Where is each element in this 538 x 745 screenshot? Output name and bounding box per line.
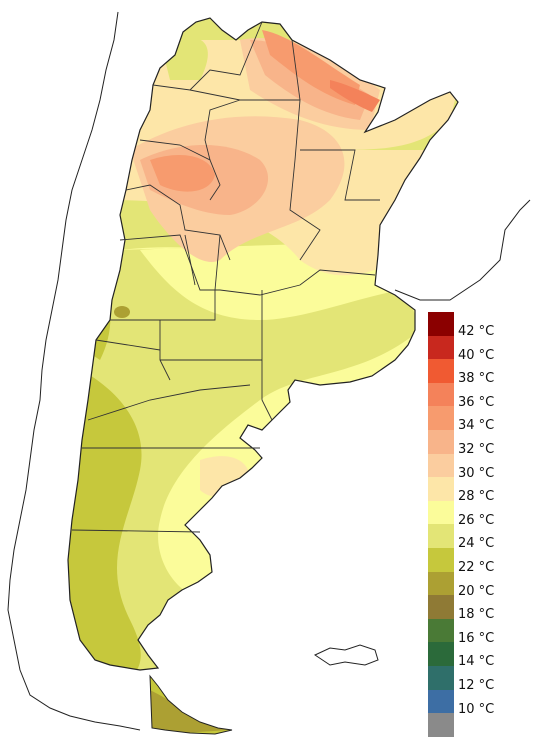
legend-label: 12 °C [458, 677, 495, 693]
legend-swatch [428, 571, 454, 596]
legend-label: 22 °C [458, 559, 495, 575]
legend-row: 38 °C [428, 359, 533, 386]
legend-swatch [428, 618, 454, 643]
legend-row: 20 °C [428, 571, 533, 599]
legend-row: 16 °C [428, 618, 533, 646]
legend-swatch [428, 429, 454, 454]
legend-label: 24 °C [458, 536, 495, 552]
legend-row: 36 °C [428, 382, 533, 410]
tierra-del-fuego [150, 676, 232, 734]
province-borders [71, 21, 380, 533]
legend-swatch [428, 335, 454, 360]
legend-label: 16 °C [458, 630, 495, 646]
legend-row: 24 °C [428, 524, 533, 551]
legend-row: 30 °C [428, 453, 533, 481]
legend-swatch [428, 547, 454, 572]
legend-label: 42 °C [458, 324, 495, 339]
legend-row: 12 °C [428, 665, 533, 693]
legend-label: 34 °C [458, 418, 495, 434]
legend-swatch [428, 524, 454, 548]
legend-label: 18 °C [458, 607, 495, 623]
legend-row: 10 °C [428, 689, 533, 717]
legend-swatch [428, 665, 454, 690]
legend-row: 28 °C [428, 477, 533, 504]
legend-row: 26 °C [428, 500, 533, 528]
chile-outline [7, 11, 141, 731]
legend-row: 14 °C [428, 642, 533, 669]
legend-row: 22 °C [428, 547, 533, 575]
legend-row: 18 °C [428, 595, 533, 622]
legend-row: 32 °C [428, 429, 533, 457]
legend-label: 40 °C [458, 347, 495, 363]
legend-label: 32 °C [458, 441, 495, 457]
uruguay-outline [394, 199, 531, 301]
legend-label: 26 °C [458, 512, 495, 528]
legend-swatch [428, 453, 454, 478]
legend-swatch [428, 689, 454, 714]
legend-swatch [428, 359, 454, 383]
legend-label: 14 °C [458, 654, 495, 670]
falklands-outline [313, 644, 379, 666]
legend-label: 38 °C [458, 371, 495, 387]
legend-swatch [428, 713, 454, 737]
legend-label: 30 °C [458, 465, 495, 481]
legend-label: 10 °C [458, 701, 495, 717]
legend-label: 20 °C [458, 583, 495, 599]
legend-swatch [428, 500, 454, 525]
legend-swatch [428, 595, 454, 619]
legend-swatch [428, 477, 454, 501]
legend-row [428, 713, 533, 737]
legend-swatch [428, 312, 454, 336]
tierra-del-fuego-outline [149, 674, 233, 735]
legend-row: 34 °C [428, 406, 533, 433]
legend-row: 40 °C [428, 335, 533, 363]
legend-label: 28 °C [458, 489, 495, 505]
legend-swatch [428, 406, 454, 430]
argentina-outline [67, 17, 459, 671]
legend-row: 42 °C [428, 312, 533, 339]
legend-swatch [428, 382, 454, 407]
temperature-legend: 42 °C 40 °C 38 °C 36 °C 34 °C 32 °C 30 °C 28 °C… [428, 312, 533, 737]
legend-swatch [428, 642, 454, 666]
legend-label: 36 °C [458, 394, 495, 410]
